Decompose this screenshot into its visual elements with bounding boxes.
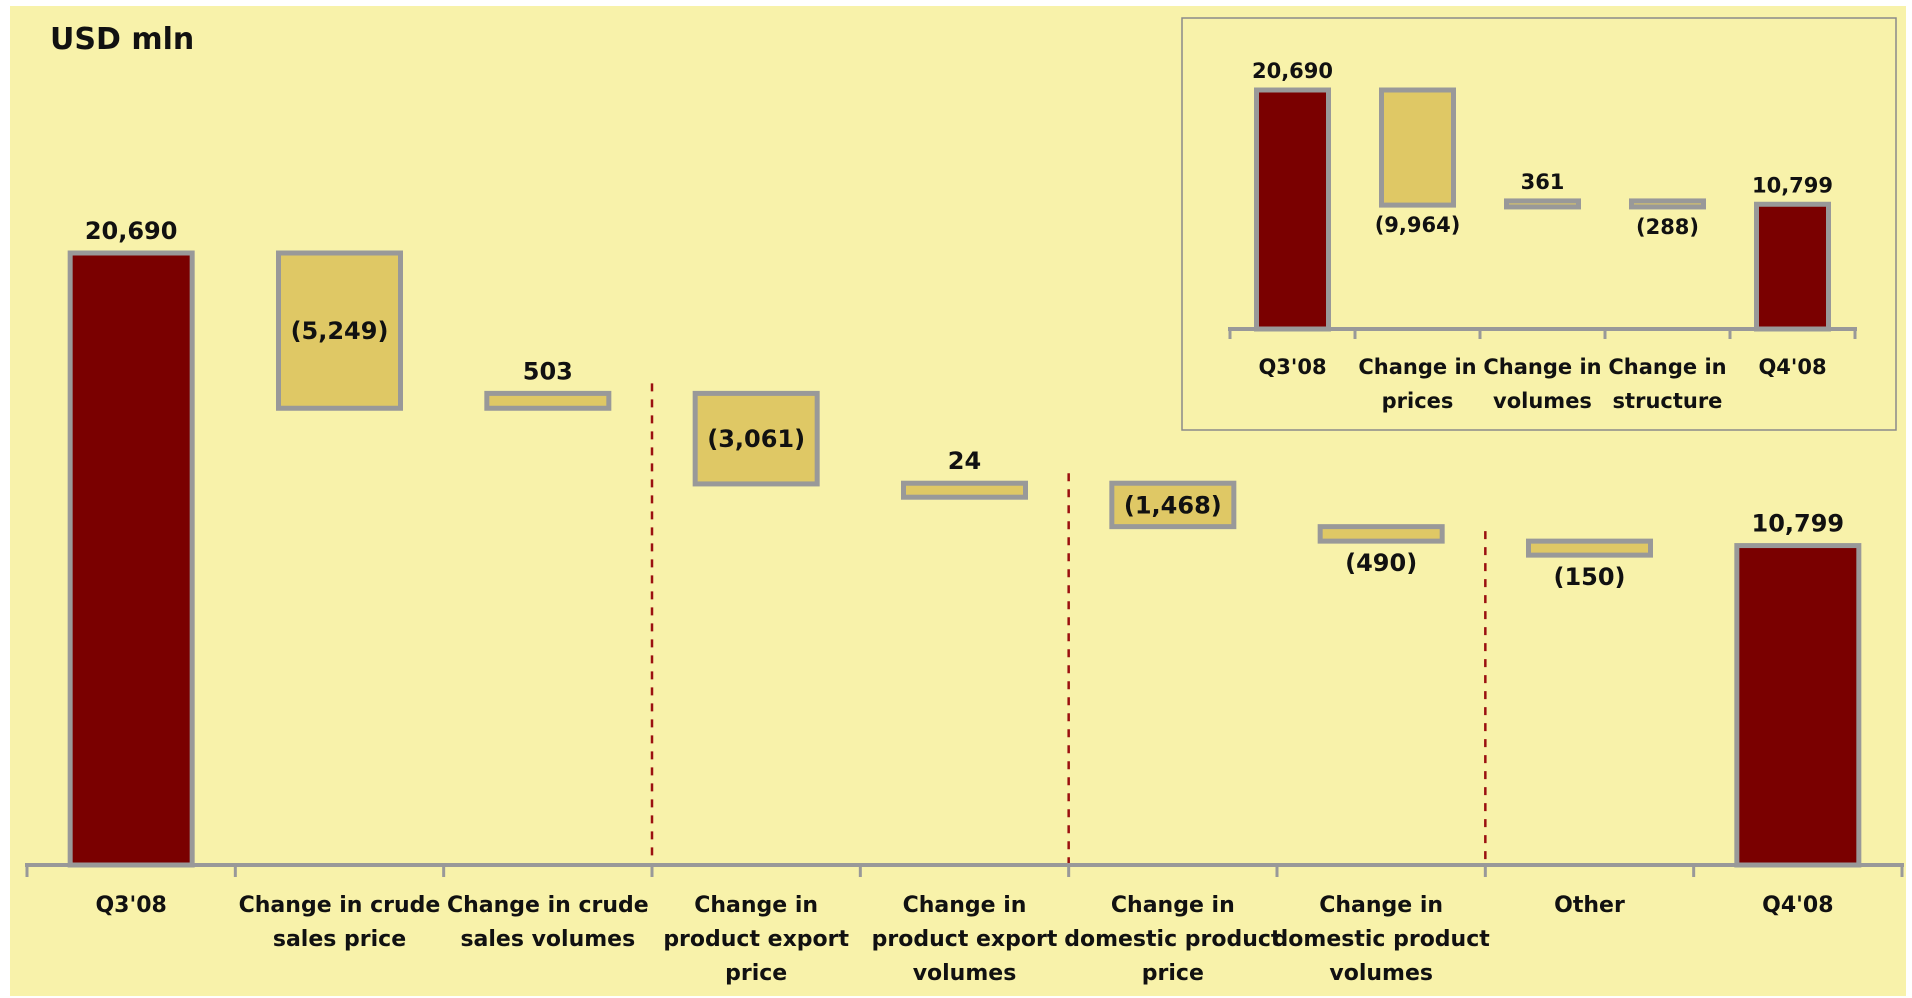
inset-bar-3 <box>1629 198 1706 210</box>
main-value-label-1: (5,249) <box>291 317 389 345</box>
main-bar-6 <box>1317 524 1445 544</box>
inset-category-label-0: Q3'08 <box>1258 355 1326 379</box>
main-bar-7 <box>1526 538 1653 558</box>
inset-bar-2 <box>1504 198 1581 210</box>
main-bar-5 <box>1109 480 1237 530</box>
inset-bar-4 <box>1754 201 1831 332</box>
inset-bar-0 <box>1254 87 1331 332</box>
main-category-label-0: Q3'08 <box>95 893 166 918</box>
inset-bar-1 <box>1379 87 1456 208</box>
main-value-label-2: 503 <box>523 357 573 385</box>
main-value-label-0: 20,690 <box>85 217 178 245</box>
main-value-label-6: (490) <box>1345 549 1417 577</box>
unit-label: USD mln <box>50 22 195 57</box>
main-category-label-3: Change in product export price <box>663 893 849 986</box>
inset-category-label-4: Q4'08 <box>1758 355 1826 379</box>
inset-value-label-3: (288) <box>1636 215 1699 239</box>
main-bar-8 <box>1734 543 1862 868</box>
inset-frame <box>1181 17 1897 431</box>
chart-background <box>10 6 1906 996</box>
main-category-label-6: Change in domestic product volumes <box>1273 893 1491 986</box>
main-value-label-7: (150) <box>1553 563 1625 591</box>
main-value-label-4: 24 <box>948 447 981 475</box>
main-bar-4 <box>901 480 1028 500</box>
main-bar-0 <box>67 250 195 868</box>
main-category-label-7: Other <box>1554 893 1625 918</box>
inset-category-label-3: Change in structure <box>1608 355 1726 413</box>
inset-value-label-1: (9,964) <box>1375 213 1461 237</box>
main-value-label-3: (3,061) <box>707 425 805 453</box>
main-value-label-5: (1,468) <box>1124 491 1222 519</box>
main-category-label-8: Q4'08 <box>1762 893 1833 918</box>
main-category-label-4: Change in product export volumes <box>872 893 1058 986</box>
main-value-label-8: 10,799 <box>1752 510 1845 538</box>
main-bar-2 <box>484 390 612 411</box>
main-bar-3 <box>692 390 820 487</box>
inset-category-label-1: Change in prices <box>1358 355 1476 413</box>
main-category-label-2: Change in crude sales volumes <box>447 893 649 952</box>
inset-value-label-4: 10,799 <box>1752 173 1833 197</box>
inset-category-label-2: Change in volumes <box>1483 355 1601 413</box>
main-bar-1 <box>276 250 403 411</box>
inset-value-label-2: 361 <box>1521 170 1565 194</box>
main-category-label-1: Change in crude sales price <box>239 893 441 952</box>
inset-value-label-0: 20,690 <box>1252 59 1333 83</box>
main-category-label-5: Change in domestic product price <box>1064 893 1282 986</box>
